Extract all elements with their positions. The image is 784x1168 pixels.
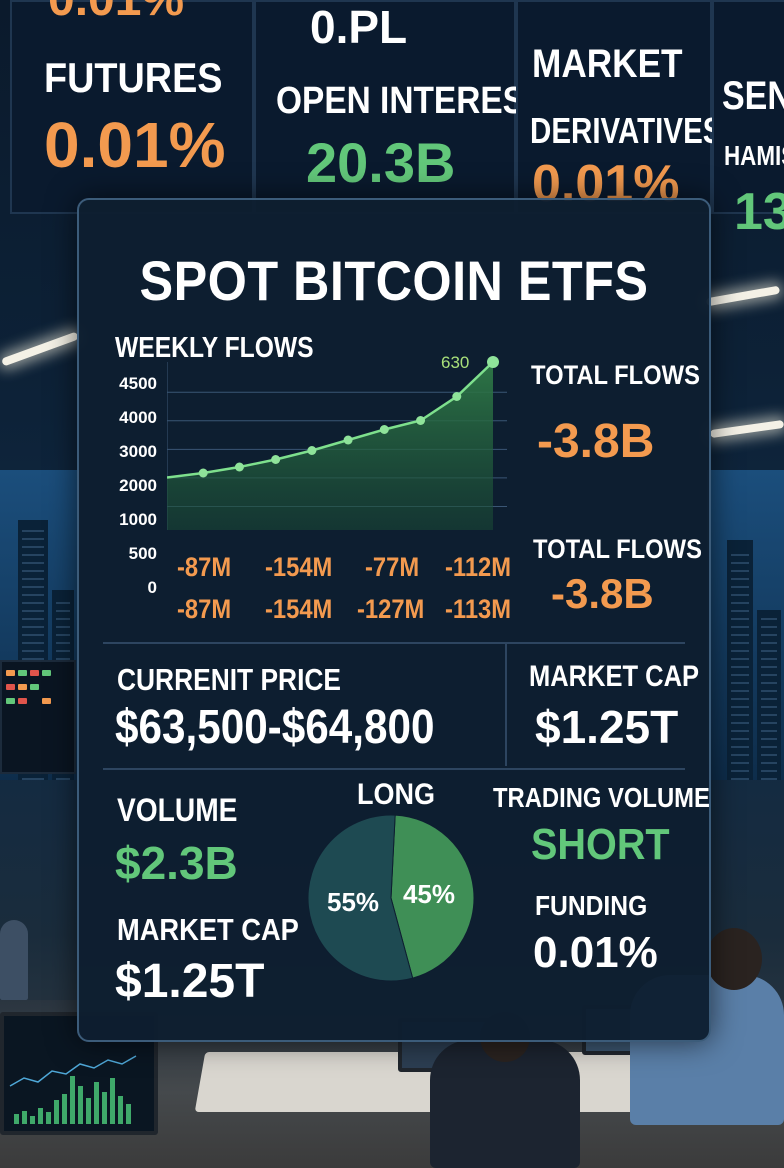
funding-label: FUNDING	[535, 890, 648, 921]
market-cap-value: $1.25T	[535, 701, 679, 753]
flow-data-point	[416, 416, 426, 425]
market-cap-value: $1.25T	[115, 955, 265, 1008]
panel-title: SPOT BITCOIN ETFS	[139, 249, 649, 312]
ticker-board-open-interest: 0.PL OPEN INTEREST 20.3B	[254, 0, 545, 214]
flow-value: -127M	[357, 594, 425, 624]
derivatives-label: DERIVATIVES	[530, 110, 723, 151]
y-tick-label: 4500	[119, 374, 157, 393]
weekly-flows-chart: 630	[167, 353, 507, 530]
y-tick-label: 1000	[119, 510, 157, 529]
short-label: SHORT	[531, 820, 670, 869]
flow-data-point	[307, 446, 317, 455]
current-price-label: CURRENIT PRICE	[117, 662, 341, 697]
market-label: MARKET	[532, 42, 683, 86]
volume-value: $2.3B	[115, 837, 238, 889]
weekly-flows-label: WEEKLY FLOWS	[115, 332, 314, 364]
current-price-value: $63,500-$64,800	[115, 701, 435, 754]
total-flows-value: -3.8B	[551, 570, 654, 617]
flow-value: -112M	[445, 552, 512, 582]
flow-value: -113M	[445, 594, 512, 624]
flow-value: -87M	[177, 594, 232, 624]
peak-value-label: 630	[441, 353, 469, 372]
market-cap-label: MARKET CAP	[117, 912, 299, 947]
ticker-top-partial-value: 0.01%	[48, 0, 184, 27]
long-short-pie-chart: 55% 45%	[307, 814, 475, 982]
flow-data-point	[234, 462, 244, 472]
flow-data-point	[198, 468, 208, 478]
funding-value: 0.01%	[533, 928, 658, 977]
spot-bitcoin-etfs-panel: SPOT BITCOIN ETFS WEEKLY FLOWS 4500 4000…	[77, 198, 711, 1042]
flow-value: -77M	[365, 552, 420, 582]
sentiment-label: SENTI	[722, 74, 784, 118]
ceiling-light	[1, 331, 79, 367]
trader-person	[0, 920, 28, 1000]
long-label: LONG	[357, 778, 436, 811]
open-interest-label: OPEN INTEREST	[276, 80, 546, 122]
trader-head	[706, 928, 762, 990]
city-window-right	[707, 470, 784, 780]
y-tick-label: 500	[128, 544, 157, 563]
y-tick-label: 2000	[119, 476, 157, 495]
volume-label: VOLUME	[117, 792, 238, 828]
section-divider	[103, 768, 685, 770]
ceiling-light	[705, 285, 781, 307]
ticker-top-partial-label: 0.PL	[310, 1, 408, 53]
flows-line	[167, 361, 494, 479]
pie-slice-label: 45%	[403, 879, 455, 909]
flow-data-point	[487, 356, 499, 368]
ticker-board-sentiment: SENTI HAMIS 130	[712, 0, 784, 241]
trading-volume-label: TRADING VOLUME	[493, 782, 710, 813]
total-flows-label: TOTAL FLOWS	[533, 534, 702, 564]
futures-value: 0.01%	[44, 109, 226, 181]
open-interest-value: 20.3B	[306, 131, 456, 194]
ticker-board-futures: 0.01% FUTURES 0.01%	[10, 0, 254, 214]
y-tick-label: 3000	[119, 442, 157, 461]
ticker-board-derivatives: MARKET DERIVATIVES 0.01%	[516, 0, 722, 214]
pie-slice	[307, 814, 414, 982]
market-cap-label: MARKET CAP	[529, 660, 699, 693]
side-status-screen	[0, 660, 76, 774]
futures-label: FUTURES	[44, 54, 223, 101]
flow-value: -87M	[177, 552, 232, 582]
sentiment-sub-label: HAMIS	[724, 140, 784, 171]
section-divider	[103, 642, 685, 644]
flow-data-point	[452, 392, 462, 401]
flow-value: -154M	[265, 594, 333, 624]
y-tick-label: 4000	[119, 408, 157, 427]
total-flows-value: -3.8B	[537, 415, 655, 468]
y-tick-label: 0	[147, 578, 157, 597]
pie-slice	[390, 814, 475, 979]
flow-value: -154M	[265, 552, 333, 582]
flow-data-point	[271, 455, 281, 464]
sentiment-value: 130	[734, 183, 784, 241]
flow-data-point	[379, 425, 389, 434]
section-divider	[505, 642, 507, 766]
ceiling-light	[709, 419, 784, 439]
flow-data-point	[343, 435, 353, 445]
total-flows-label: TOTAL FLOWS	[531, 360, 700, 390]
pie-slice-label: 55%	[327, 887, 379, 917]
